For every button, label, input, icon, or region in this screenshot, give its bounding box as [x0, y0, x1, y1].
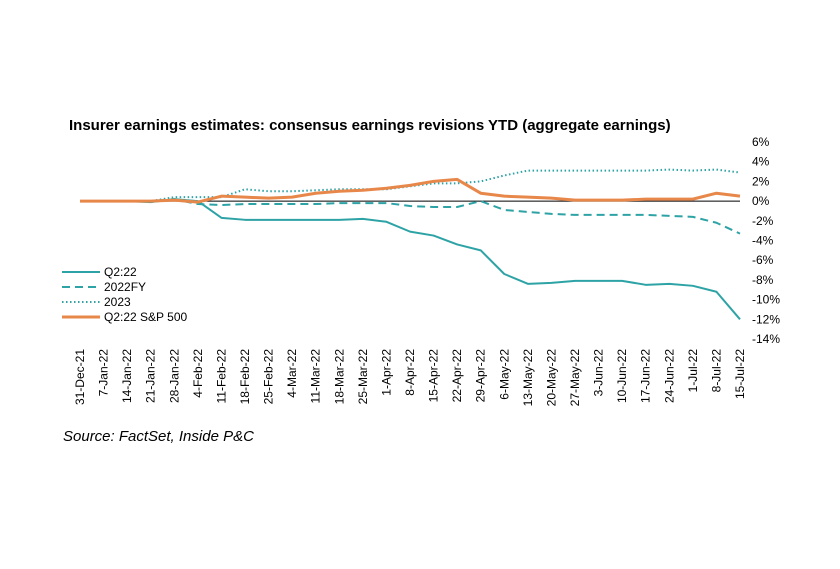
x-tick-label: 25-Feb-22: [262, 349, 276, 405]
y-tick-label: 6%: [752, 135, 770, 149]
x-tick-label: 11-Feb-22: [214, 349, 228, 404]
x-tick-label: 24-Jun-22: [662, 349, 676, 403]
x-tick-label: 14-Jan-22: [120, 349, 134, 403]
y-tick-label: 2%: [752, 174, 770, 188]
y-tick-label: -12%: [752, 312, 780, 326]
y-tick-label: -2%: [752, 214, 774, 228]
x-tick-label: 4-Mar-22: [285, 349, 299, 398]
x-tick-label: 10-Jun-22: [615, 349, 629, 403]
legend-label: 2022FY: [104, 280, 146, 294]
y-tick-label: -8%: [752, 273, 774, 287]
y-tick-label: -6%: [752, 253, 774, 267]
x-tick-label: 4-Feb-22: [191, 349, 205, 398]
x-tick-label: 8-Jul-22: [709, 349, 723, 393]
series-line-2022fy: [80, 198, 741, 235]
x-tick-label: 18-Feb-22: [238, 349, 252, 405]
x-tick-label: 6-May-22: [497, 349, 511, 400]
x-tick-label: 27-May-22: [568, 349, 582, 407]
legend-label: 2023: [104, 295, 131, 309]
x-tick-label: 31-Dec-21: [73, 349, 87, 405]
x-tick-label: 1-Jul-22: [686, 349, 700, 393]
y-tick-label: -4%: [752, 234, 774, 248]
x-tick-label: 1-Apr-22: [379, 349, 393, 396]
x-tick-label: 15-Jul-22: [733, 349, 747, 399]
chart-title: Insurer earnings estimates: consensus ea…: [69, 117, 671, 134]
x-tick-label: 18-Mar-22: [332, 349, 346, 405]
y-tick-label: -14%: [752, 332, 780, 346]
x-tick-label: 11-Mar-22: [309, 349, 323, 404]
y-tick-label: 4%: [752, 155, 770, 169]
series-line-q2-22-s-p-500: [80, 177, 741, 204]
x-tick-label: 15-Apr-22: [427, 349, 441, 403]
x-tick-label: 20-May-22: [544, 349, 558, 407]
series-line-2023: [80, 168, 741, 203]
legend-label: Q2:22: [104, 265, 137, 279]
x-tick-label: 13-May-22: [521, 349, 535, 407]
x-tick-label: 17-Jun-22: [639, 349, 653, 403]
x-tick-label: 7-Jan-22: [97, 349, 111, 397]
x-tick-label: 22-Apr-22: [450, 349, 464, 403]
chart-source: Source: FactSet, Inside P&C: [63, 428, 254, 445]
x-tick-label: 28-Jan-22: [167, 349, 181, 403]
legend-label: Q2:22 S&P 500: [104, 310, 188, 324]
x-tick-label: 8-Apr-22: [403, 349, 417, 396]
series-line-q2-22: [80, 198, 741, 320]
x-tick-label: 3-Jun-22: [592, 349, 606, 397]
x-tick-label: 25-Mar-22: [356, 349, 370, 405]
y-tick-label: -10%: [752, 293, 780, 307]
y-tick-label: 0%: [752, 194, 770, 208]
x-tick-label: 21-Jan-22: [144, 349, 158, 403]
x-tick-label: 29-Apr-22: [474, 349, 488, 403]
